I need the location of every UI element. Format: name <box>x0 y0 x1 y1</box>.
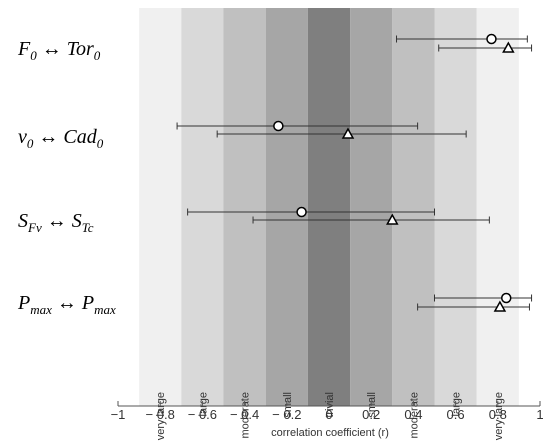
row-label-left: S <box>18 210 28 232</box>
row: F0 ↔ Tor0 <box>17 33 533 63</box>
row: SFv ↔ STc <box>18 206 490 235</box>
point-circle <box>500 292 512 304</box>
zone-band <box>139 8 182 406</box>
row-label-arrow: ↔ <box>33 126 63 148</box>
x-axis-title: correlation coefficient (r) <box>271 427 389 439</box>
x-tick-label: 0 <box>325 407 332 422</box>
zone-label: small <box>366 392 378 418</box>
zone-band <box>476 8 519 406</box>
row-label: SFv ↔ STc <box>18 210 94 235</box>
row-label: Pmax ↔ Pmax <box>17 292 116 317</box>
point-triangle <box>386 213 399 225</box>
row-label-right-sub: max <box>94 302 116 317</box>
point-triangle <box>493 300 507 312</box>
zone-label: very large <box>155 392 167 440</box>
row-label-left: P <box>17 292 30 314</box>
row-label-left: F <box>17 38 31 60</box>
point-circle <box>296 206 307 218</box>
zone-label: trivial <box>324 392 336 418</box>
x-tick-label: −1 <box>111 407 126 422</box>
x-tick-label: − 0.2 <box>272 407 301 422</box>
row-label-arrow: ↔ <box>42 210 72 232</box>
row: v0 ↔ Cad0 <box>18 120 467 151</box>
point-circle <box>486 33 497 45</box>
row: Pmax ↔ Pmax <box>17 292 533 317</box>
x-tick-label: 1 <box>536 407 543 422</box>
zone-band <box>434 8 477 406</box>
zone-label: large <box>451 392 463 416</box>
row-label-left-sub: 0 <box>27 136 34 151</box>
zone-band <box>307 8 351 406</box>
row-label-right-sub: 0 <box>94 48 101 63</box>
x-tick-label: 0.8 <box>489 407 507 422</box>
x-tick-label: − 0.6 <box>188 407 217 422</box>
row-label: v0 ↔ Cad0 <box>18 126 104 151</box>
row-label-left-sub: 0 <box>30 48 37 63</box>
row-label-arrow: ↔ <box>37 38 67 60</box>
point-triangle <box>502 41 515 53</box>
zone-band <box>350 8 393 406</box>
x-tick-label: 0.4 <box>404 407 422 422</box>
zone-bands <box>139 8 519 406</box>
row-label-right-sub: 0 <box>97 136 104 151</box>
row-label-right-sub: Tc <box>82 220 94 235</box>
zone-label: very large <box>493 392 505 440</box>
x-tick-label: 0.6 <box>447 407 465 422</box>
zone-band <box>181 8 224 406</box>
row-label-right: Tor <box>67 38 94 60</box>
x-tick-label: − 0.4 <box>230 407 259 422</box>
zone-label: small <box>282 392 294 418</box>
point-triangle <box>341 127 355 139</box>
row-label-left-sub: max <box>30 302 52 317</box>
row-label-arrow: ↔ <box>52 292 82 314</box>
row-label-right: S <box>72 210 82 232</box>
zone-band <box>392 8 435 406</box>
row-label-right: P <box>81 292 94 314</box>
x-tick-label: 0.2 <box>362 407 380 422</box>
row-label-left-sub: Fv <box>27 220 42 235</box>
zone-label: moderate <box>240 392 252 438</box>
row-label-right: Cad <box>63 126 97 148</box>
zone-label: large <box>197 392 209 416</box>
x-tick-label: − 0.8 <box>146 407 175 422</box>
row-label: F0 ↔ Tor0 <box>17 38 101 63</box>
zone-label: moderate <box>408 392 420 438</box>
row-label-left: v <box>18 126 27 148</box>
x-axis: −1 − 0.8 − 0.6 − 0.4 − 0.2 0 0.2 0.4 0.6 0.8 1 <box>111 401 544 422</box>
point-circle <box>273 120 284 132</box>
zone-band <box>223 8 266 406</box>
zone-labels: very large large moderate small trivial small… <box>155 392 505 440</box>
